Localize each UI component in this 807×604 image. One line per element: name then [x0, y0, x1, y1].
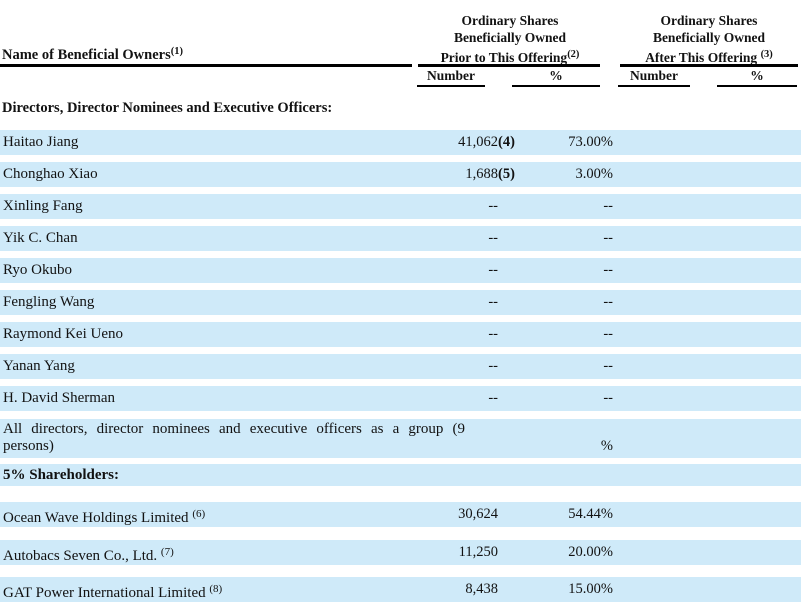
footnote-ref-3: (3): [760, 49, 773, 60]
shares-number: --: [488, 262, 498, 278]
table-row: Autobacs Seven Co., Ltd. (7) 11,250 20.00%: [0, 540, 801, 565]
shares-number: --: [488, 230, 498, 246]
prior-number-rule: [417, 85, 485, 87]
prior-percent-rule: [512, 85, 600, 87]
after-number-header: Number: [630, 68, 678, 83]
footnote-ref: (7): [160, 546, 174, 558]
after-percent-header: %: [750, 68, 764, 83]
name-column-header: Name of Beneficial Owners(1): [2, 46, 183, 64]
shares-number: --: [488, 358, 498, 374]
table-row: Ocean Wave Holdings Limited (6) 30,624 54.…: [0, 502, 801, 527]
shares-percent: --: [603, 294, 613, 310]
group1-line1: Ordinary Shares: [461, 13, 559, 28]
shares-percent: %: [600, 438, 613, 454]
footnote-ref: [498, 577, 515, 602]
shares-percent: --: [603, 390, 613, 406]
group2-line2: Beneficially Owned: [652, 30, 766, 45]
owner-name: Autobacs Seven Co., Ltd. (7): [0, 540, 420, 565]
owner-name: GAT Power International Limited (8): [0, 577, 420, 602]
footnote-ref: [498, 354, 515, 379]
footnote-ref: [498, 386, 515, 411]
group2-line1: Ordinary Shares: [660, 13, 758, 28]
prior-offering-group-header: Ordinary Shares Beneficially Owned Prior…: [420, 12, 600, 66]
section-directors: Directors, Director Nominees and Executi…: [2, 100, 333, 116]
table-row: H. David Sherman -- --: [0, 386, 801, 411]
prior-percent-header: %: [549, 68, 563, 83]
shares-number: 11,250: [458, 544, 498, 560]
owner-name: Xinling Fang: [3, 198, 83, 214]
shares-number: --: [488, 326, 498, 342]
footnote-ref: (8): [209, 583, 223, 595]
shares-number: 8,438: [465, 581, 498, 597]
shares-number: --: [488, 198, 498, 214]
footnote-ref: [498, 258, 515, 283]
shares-percent: 54.44%: [568, 506, 613, 522]
group1-line2: Beneficially Owned: [453, 30, 567, 45]
owner-name-text: Autobacs Seven Co., Ltd.: [3, 548, 161, 564]
footnote-ref: [498, 322, 515, 347]
table-row: Ryo Okubo -- --: [0, 258, 801, 283]
owner-name: Raymond Kei Ueno: [3, 326, 123, 342]
shares-number: --: [488, 294, 498, 310]
owner-name: Chonghao Xiao: [3, 166, 98, 182]
footnote-ref-1: (1): [170, 46, 183, 57]
name-header-label: Name of Beneficial Owners: [2, 47, 171, 63]
footnote-ref: [498, 540, 515, 565]
owner-name: Haitao Jiang: [3, 134, 79, 150]
table-row: Yik C. Chan -- --: [0, 226, 801, 251]
footnote-ref: (4): [498, 134, 515, 150]
shares-number: --: [488, 390, 498, 406]
group-row-line1: All directors, director nominees and exe…: [3, 421, 465, 437]
shares-percent: 3.00%: [575, 166, 613, 182]
footnote-ref-2: (2): [567, 49, 580, 60]
after-offering-group-header: Ordinary Shares Beneficially Owned After…: [620, 12, 798, 66]
table-row: Raymond Kei Ueno -- --: [0, 322, 801, 347]
shares-number: 41,062: [458, 134, 498, 150]
shares-percent: 73.00%: [568, 134, 613, 150]
table-row: Fengling Wang -- --: [0, 290, 801, 315]
table-row: Xinling Fang -- --: [0, 194, 801, 219]
footnote-ref: [498, 226, 515, 251]
after-percent-rule: [717, 85, 797, 87]
table-row: Chonghao Xiao 1,688 (5) 3.00%: [0, 162, 801, 187]
owner-name: Ryo Okubo: [3, 262, 72, 278]
shares-percent: --: [603, 358, 613, 374]
table-row: Yanan Yang -- --: [0, 354, 801, 379]
footnote-ref: (6): [192, 508, 206, 520]
owner-name: H. David Sherman: [3, 390, 116, 406]
group1-line3: Prior to This Offering(2): [440, 49, 580, 65]
after-number-rule: [618, 85, 690, 87]
shares-number: 30,624: [458, 506, 498, 522]
table-row: Haitao Jiang 41,062 (4) 73.00%: [0, 130, 801, 155]
shares-percent: 20.00%: [568, 544, 613, 560]
shares-percent: 15.00%: [568, 581, 613, 597]
section-shareholders: 5% Shareholders:: [0, 464, 801, 486]
owner-name-text: Ocean Wave Holdings Limited: [3, 510, 193, 526]
owner-name-text: GAT Power International Limited: [3, 585, 210, 601]
shares-percent: --: [603, 230, 613, 246]
footnote-ref: [498, 290, 515, 315]
footnote-ref: (5): [498, 166, 515, 182]
group2-line3: After This Offering (3): [645, 49, 773, 65]
owner-name: Ocean Wave Holdings Limited (6): [0, 502, 420, 527]
after-group-rule: [620, 64, 798, 67]
shares-percent: --: [603, 262, 613, 278]
footnote-ref: [498, 194, 515, 219]
owner-name: All directors, director nominees and exe…: [0, 418, 465, 458]
prior-group-rule: [418, 64, 600, 67]
prior-number-header: Number: [427, 68, 475, 83]
shares-number: 1,688: [465, 166, 498, 182]
name-header-rule: [0, 64, 412, 67]
shares-percent: --: [603, 198, 613, 214]
group-row-line2: persons): [3, 438, 54, 454]
owner-name: Yik C. Chan: [3, 230, 78, 246]
footnote-ref: [498, 502, 515, 527]
table-row-group-total: All directors, director nominees and exe…: [0, 419, 801, 458]
owner-name: Fengling Wang: [3, 294, 95, 310]
table-row: GAT Power International Limited (8) 8,438…: [0, 577, 801, 602]
owner-name: Yanan Yang: [3, 358, 75, 374]
shares-percent: --: [603, 326, 613, 342]
